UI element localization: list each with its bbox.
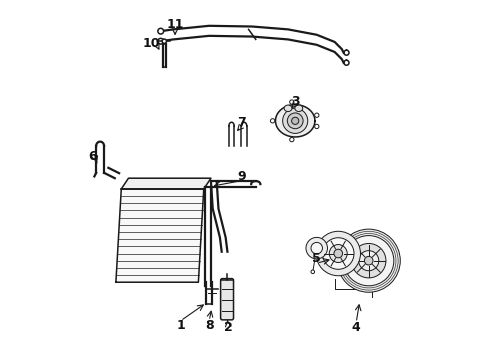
- Circle shape: [158, 28, 164, 34]
- Text: 9: 9: [237, 170, 245, 183]
- Text: 11: 11: [166, 18, 184, 31]
- Circle shape: [287, 113, 303, 129]
- Text: 10: 10: [143, 37, 161, 50]
- Text: 4: 4: [352, 320, 361, 333]
- Circle shape: [359, 251, 379, 271]
- Circle shape: [292, 117, 299, 125]
- Circle shape: [270, 119, 275, 123]
- Circle shape: [290, 100, 294, 104]
- Circle shape: [337, 229, 400, 292]
- Ellipse shape: [295, 105, 303, 112]
- Text: 2: 2: [224, 320, 233, 333]
- Circle shape: [290, 138, 294, 142]
- Circle shape: [351, 243, 386, 278]
- Circle shape: [365, 256, 373, 265]
- Circle shape: [158, 39, 164, 44]
- Circle shape: [334, 249, 343, 258]
- Circle shape: [315, 124, 319, 129]
- Text: 1: 1: [176, 319, 185, 332]
- Circle shape: [311, 242, 322, 254]
- Text: 5: 5: [312, 252, 321, 265]
- Text: 3: 3: [291, 95, 299, 108]
- Text: 8: 8: [205, 319, 214, 332]
- Circle shape: [306, 237, 327, 259]
- FancyBboxPatch shape: [220, 279, 234, 320]
- Circle shape: [322, 238, 354, 269]
- Circle shape: [162, 39, 167, 43]
- Circle shape: [316, 231, 361, 276]
- Circle shape: [315, 113, 319, 117]
- Text: 7: 7: [237, 116, 246, 129]
- Polygon shape: [116, 189, 204, 282]
- Text: 6: 6: [88, 150, 97, 163]
- Circle shape: [329, 244, 347, 262]
- Circle shape: [311, 270, 315, 274]
- Circle shape: [283, 108, 308, 134]
- Polygon shape: [122, 178, 211, 189]
- Ellipse shape: [284, 105, 292, 112]
- Polygon shape: [275, 105, 315, 137]
- Circle shape: [343, 235, 394, 286]
